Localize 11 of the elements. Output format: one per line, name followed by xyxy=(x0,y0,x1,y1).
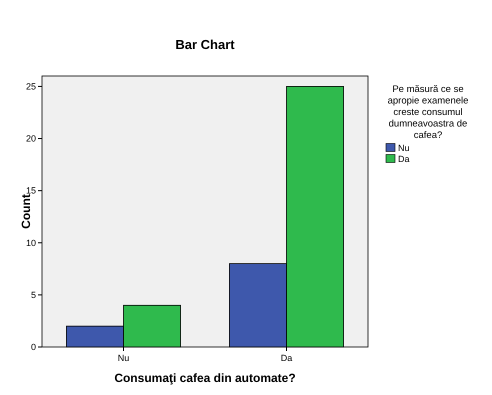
y-tick-label: 20 xyxy=(26,134,36,144)
legend-label: Da xyxy=(398,154,410,164)
y-tick-label: 25 xyxy=(26,81,36,92)
y-tick-label: 10 xyxy=(26,238,36,248)
y-tick-label: 5 xyxy=(30,290,36,300)
legend-label: Nu xyxy=(398,143,410,153)
y-axis-title: Count xyxy=(19,194,33,229)
x-axis-title: Consumaţi cafea din automate? xyxy=(114,371,296,385)
y-tick-label: 0 xyxy=(30,342,36,352)
legend-title: Pe măsură ce se apropie examenele creste consumul dumneavoastra de cafea? xyxy=(388,84,468,141)
chart-title: Bar Chart xyxy=(175,37,236,52)
